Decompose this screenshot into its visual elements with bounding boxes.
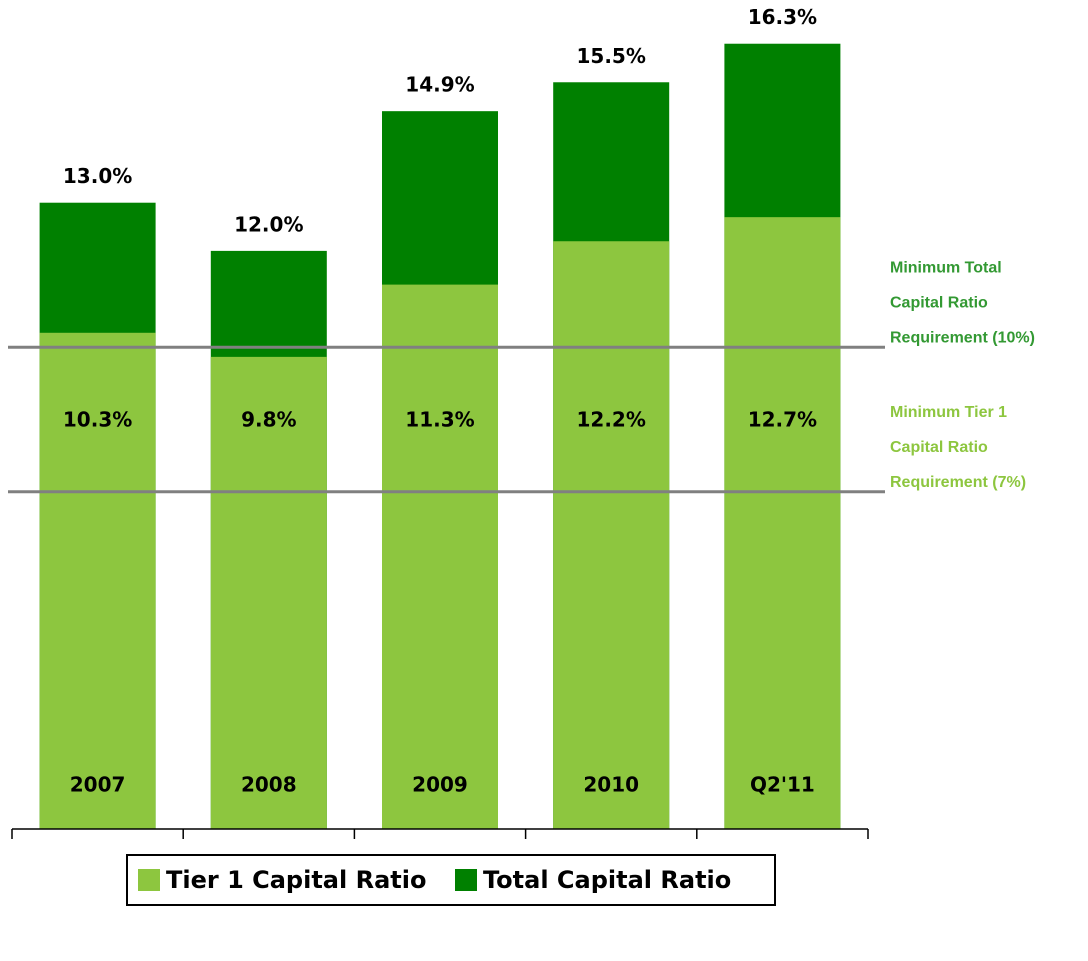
bar [724,217,841,830]
data-label: 14.9% [405,73,474,97]
bar [382,284,498,829]
legend-label: Total Capital Ratio [483,866,731,894]
reference-label: Minimum Total [890,259,1002,276]
data-label: 13.0% [63,164,132,188]
reference-label: Capital Ratio [890,294,988,311]
x-tick-label: 2010 [583,773,639,797]
data-label: 12.7% [748,408,817,432]
reference-label: Capital Ratio [890,439,988,456]
data-label: 15.5% [577,44,646,68]
bar [210,356,327,829]
bar [39,332,156,829]
legend-swatch [138,869,160,891]
legend-label: Tier 1 Capital Ratio [166,866,426,894]
reference-label: Minimum Tier 1 [890,404,1007,421]
reference-label: Requirement (10%) [890,329,1035,346]
data-label: 10.3% [63,408,132,432]
x-tick-label: 2008 [241,773,297,797]
x-tick-label: Q2'11 [750,773,815,797]
legend-swatch [455,869,477,891]
legend-box [126,854,776,906]
data-label: 11.3% [405,408,474,432]
x-tick-label: 2009 [412,773,468,797]
x-tick-label: 2007 [70,773,126,797]
data-label: 9.8% [241,408,296,432]
data-label: 16.3% [748,5,817,29]
reference-label: Requirement (7%) [890,474,1026,491]
data-label: 12.2% [577,408,646,432]
bar [553,241,670,829]
data-label: 12.0% [234,212,303,236]
